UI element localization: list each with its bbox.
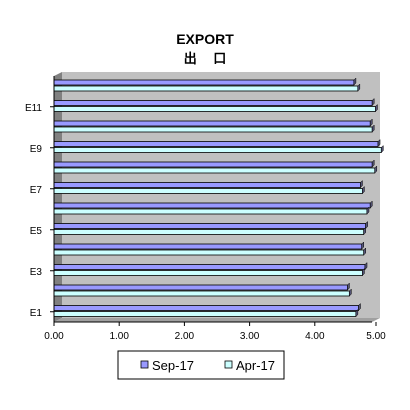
bar-end-e4-apr-17 — [363, 247, 366, 256]
bar-e7-apr-17 — [53, 188, 363, 194]
plot-area: 0.00 1.00 2.00 3.00 4.00 5.00 E1 E3 E5 E7 E9 E11 — [25, 72, 386, 342]
bar-e9-sep-17 — [53, 141, 379, 147]
bar-end-e9-apr-17 — [381, 144, 384, 154]
bar-end-e11-sep-17 — [371, 97, 375, 107]
bar-end-e4-sep-17 — [361, 241, 364, 250]
legend-swatch-apr-17 — [224, 360, 233, 369]
legend: Sep-17 Apr-17 — [117, 350, 285, 380]
bar-end-e10-apr-17 — [371, 124, 375, 133]
x-tick-label-4: 4.00 — [305, 331, 325, 342]
bar-e10-sep-17 — [53, 120, 371, 127]
bar-e5-sep-17 — [53, 223, 367, 229]
x-tick-label-2: 2.00 — [175, 331, 195, 342]
bar-end-e5-sep-17 — [365, 220, 368, 230]
bar-e8-apr-17 — [53, 167, 376, 174]
bar-end-e11-apr-17 — [375, 103, 378, 113]
bar-e4-apr-17 — [53, 249, 365, 256]
bar-end-e7-apr-17 — [362, 185, 365, 195]
bar-end-e10-sep-17 — [369, 118, 373, 127]
bar-end-e8-apr-17 — [374, 165, 378, 174]
bar-e6-sep-17 — [53, 202, 371, 209]
bar-e12-apr-17 — [53, 85, 359, 92]
y-tick-label-e11: E11 — [25, 103, 42, 114]
y-tick-label-e5: E5 — [30, 226, 43, 237]
bar-e5-apr-17 — [53, 229, 365, 235]
bar-e3-sep-17 — [53, 264, 366, 270]
bar-e2-sep-17 — [53, 284, 348, 291]
bar-end-e5-apr-17 — [363, 226, 366, 236]
x-tick-label-3: 3.00 — [240, 331, 260, 342]
bar-e1-sep-17 — [53, 305, 359, 311]
x-tick-label-5: 5.00 — [366, 331, 386, 342]
bar-end-e3-apr-17 — [362, 267, 365, 277]
y-tick-label-e3: E3 — [30, 267, 43, 278]
legend-label-apr-17: Apr-17 — [236, 358, 275, 373]
bar-end-e2-sep-17 — [347, 282, 350, 291]
plot-floor — [54, 318, 380, 322]
x-tick-label-0: 0.00 — [44, 331, 64, 342]
bar-e11-sep-17 — [53, 100, 373, 106]
bar-e4-sep-17 — [53, 243, 363, 250]
bar-e6-apr-17 — [53, 208, 368, 215]
legend-label-sep-17: Sep-17 — [152, 358, 194, 373]
bar-e12-sep-17 — [53, 79, 355, 86]
y-tick-label-e7: E7 — [30, 185, 43, 196]
x-tick-label-1: 1.00 — [109, 331, 129, 342]
plot-background — [62, 72, 380, 318]
bar-e3-apr-17 — [53, 270, 363, 276]
bar-end-e3-sep-17 — [364, 261, 368, 271]
bar-e8-sep-17 — [53, 161, 373, 168]
bar-end-e1-apr-17 — [355, 308, 359, 318]
bar-e10-apr-17 — [53, 126, 373, 133]
bar-end-e7-sep-17 — [360, 179, 363, 189]
bar-end-e9-sep-17 — [377, 138, 381, 148]
chart-subtitle: 出 口 — [184, 51, 233, 67]
bar-e7-sep-17 — [53, 182, 361, 188]
y-tick-label-e1: E1 — [30, 308, 43, 319]
bar-e1-apr-17 — [53, 311, 357, 317]
bar-end-e2-apr-17 — [349, 288, 352, 297]
bar-e2-apr-17 — [53, 290, 350, 297]
bar-end-e1-sep-17 — [358, 302, 361, 312]
legend-swatch-sep-17 — [140, 360, 149, 369]
bar-end-e12-sep-17 — [353, 77, 357, 86]
bar-end-e6-apr-17 — [366, 206, 370, 215]
bar-end-e6-sep-17 — [369, 200, 373, 209]
plot-side-wall — [54, 72, 62, 322]
legend-box — [117, 350, 285, 380]
bar-end-e8-sep-17 — [371, 159, 375, 168]
chart-title: EXPORT — [176, 31, 234, 47]
bar-end-e12-apr-17 — [357, 83, 361, 92]
bar-e11-apr-17 — [53, 106, 376, 112]
y-tick-label-e9: E9 — [30, 144, 43, 155]
bar-e9-apr-17 — [53, 147, 382, 153]
